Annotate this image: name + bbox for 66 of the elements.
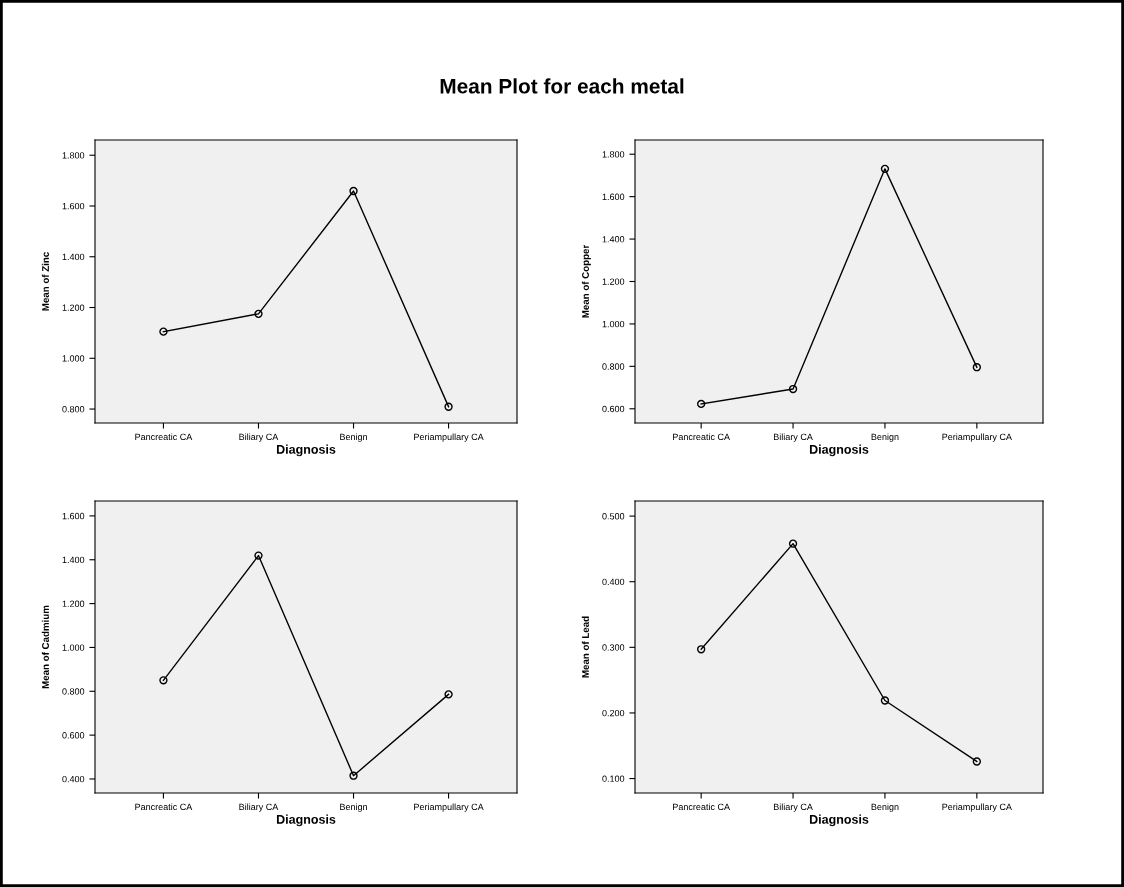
y-axis-title: Mean of Cadmium (41, 605, 49, 689)
point (788, 539, 798, 548)
point (444, 690, 453, 699)
y-tick-label: 0.400 (62, 775, 85, 783)
x-tick-label: Pancreatic CA (673, 803, 730, 811)
point (159, 676, 168, 685)
y-tick-label: 0.600 (602, 405, 625, 413)
y-axis-title: Mean of Copper (581, 244, 591, 318)
y-tick-label: 0.500 (602, 513, 625, 520)
y-tick-label: 0.800 (602, 363, 625, 370)
point (788, 384, 798, 394)
point (349, 186, 358, 196)
x-tick-label: Periampullary CA (942, 433, 1012, 442)
y-tick-label: 0.800 (62, 688, 85, 695)
x-tick-label: Pancreatic CA (135, 433, 193, 441)
y-tick-label: 1.800 (602, 151, 625, 158)
point (159, 327, 168, 336)
y-tick-label: 0.400 (602, 578, 625, 586)
y-axis-title: Mean of Zinc (41, 252, 49, 311)
x-tick-label: Biliary CA (773, 433, 813, 442)
point (880, 696, 890, 705)
y-tick-label: 1.000 (602, 320, 625, 328)
x-tick-label: Biliary CA (239, 433, 279, 442)
point (349, 771, 358, 780)
point (880, 164, 890, 174)
y-tick-label: 1.600 (62, 202, 85, 210)
point (444, 402, 453, 411)
y-tick-label: 1.600 (62, 512, 85, 520)
x-axis-title: Diagnosis (276, 814, 336, 827)
y-tick-label: 1.400 (62, 253, 85, 261)
y-tick-label: 0.800 (62, 406, 85, 413)
text: Mean Plot for each metal (440, 78, 684, 94)
y-tick-label: 1.200 (602, 278, 625, 285)
x-tick-label: Benign (871, 803, 899, 812)
x-tick-label: Periampullary CA (414, 803, 484, 812)
y-tick-label: 1.800 (62, 152, 85, 159)
y-tick-label: 0.300 (602, 644, 625, 651)
point (254, 551, 263, 560)
x-tick-label: Biliary CA (773, 803, 813, 812)
point (972, 363, 982, 372)
x-tick-label: Periampullary CA (942, 803, 1012, 812)
y-axis-title: Mean of Lead (581, 616, 589, 678)
x-tick-label: Benign (340, 433, 367, 442)
y-tick-label: 1.200 (62, 304, 85, 311)
x-axis-title: Diagnosis (809, 444, 869, 457)
y-tick-label: 0.200 (602, 709, 625, 717)
point (696, 399, 706, 409)
x-tick-label: Pancreatic CA (673, 433, 730, 441)
x-tick-label: Pancreatic CA (135, 803, 193, 811)
y-tick-label: 1.200 (62, 600, 85, 607)
y-tick-label: 1.400 (602, 236, 625, 243)
y-tick-label: 1.600 (602, 193, 625, 200)
x-tick-label: Benign (871, 433, 899, 442)
x-tick-label: Periampullary CA (414, 433, 484, 442)
x-axis-title: Diagnosis (809, 814, 869, 827)
x-tick-label: Benign (340, 803, 367, 812)
point (696, 645, 706, 654)
y-tick-label: 1.400 (62, 556, 85, 564)
point (254, 309, 263, 319)
y-tick-label: 1.000 (62, 644, 85, 651)
point (972, 757, 982, 766)
y-tick-label: 0.100 (602, 775, 625, 782)
y-tick-label: 1.000 (62, 355, 85, 362)
y-tick-label: 0.600 (62, 732, 85, 739)
x-axis-title: Diagnosis (276, 444, 336, 457)
x-tick-label: Biliary CA (239, 803, 279, 812)
